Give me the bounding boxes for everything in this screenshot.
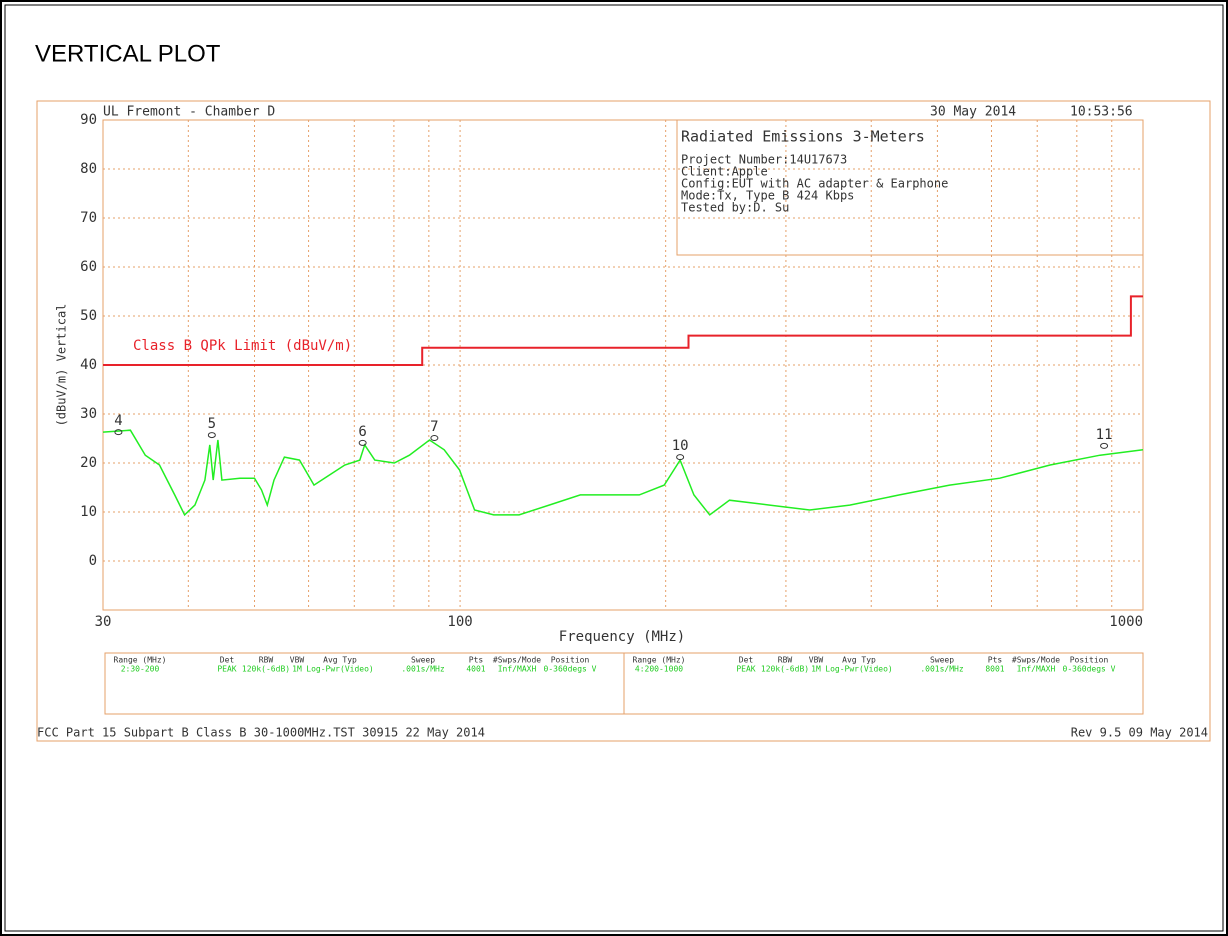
header-time: 10:53:56 (1070, 105, 1133, 120)
y-tick-label: 60 (80, 259, 97, 275)
settings-value: 0-360degs V (544, 665, 597, 674)
settings-header: Det (739, 656, 754, 665)
y-axis-label: (dBuV/m) Vertical (55, 304, 69, 427)
legend-label: Class B QPk Limit (dBuV/m) (133, 338, 352, 354)
settings-value: .001s/MHz (920, 665, 964, 674)
settings-value: Log-Pwr(Video) (306, 665, 373, 674)
settings-value: 8001 (985, 665, 1004, 674)
plot-frame (36, 100, 1211, 742)
marker (207, 432, 216, 439)
x-tick-label: 1000 (1109, 614, 1143, 630)
settings-value: 120k(-6dB) (761, 665, 809, 674)
marker (1100, 442, 1109, 449)
settings-header: Sweep (411, 656, 435, 665)
settings-header: Pts (469, 656, 484, 665)
series-line (103, 295, 1143, 366)
settings-value: PEAK (217, 665, 236, 674)
y-tick-label: 20 (80, 455, 97, 471)
settings-header: RBW (778, 656, 793, 665)
settings-header: Avg Typ (842, 656, 876, 665)
info-box (676, 119, 1144, 256)
marker (430, 435, 439, 442)
y-tick-label: 30 (80, 406, 97, 422)
y-tick-label: 10 (80, 504, 97, 520)
settings-header: VBW (290, 656, 305, 665)
settings-header: Position (551, 656, 590, 665)
settings-header: Position (1070, 656, 1109, 665)
settings-header: VBW (809, 656, 824, 665)
settings-header: Sweep (930, 656, 954, 665)
marker-label: 7 (430, 419, 438, 435)
header-date: 30 May 2014 (930, 105, 1016, 120)
y-tick-label: 70 (80, 210, 97, 226)
settings-header: Avg Typ (323, 656, 357, 665)
settings-header: Range (MHz) (633, 656, 686, 665)
info-title: Radiated Emissions 3-Meters (681, 128, 925, 146)
marker-label: 5 (208, 416, 216, 432)
settings-value: 120k(-6dB) (242, 665, 290, 674)
settings-value: 2:30-200 (121, 665, 160, 674)
marker (676, 454, 685, 461)
settings-value: .001s/MHz (401, 665, 445, 674)
marker (358, 439, 367, 446)
settings-header: Det (220, 656, 235, 665)
info-line: Client:Apple (681, 165, 768, 179)
page-title: VERTICAL PLOT (35, 40, 221, 67)
settings-value: PEAK (736, 665, 755, 674)
settings-header: #Swps/Mode (1012, 656, 1060, 665)
settings-value: 1M (292, 665, 302, 674)
y-tick-label: 0 (89, 553, 97, 569)
settings-header: #Swps/Mode (493, 656, 541, 665)
marker (114, 429, 123, 436)
settings-value: Log-Pwr(Video) (825, 665, 892, 674)
header-left: UL Fremont - Chamber D (103, 105, 275, 120)
settings-value: 4:200-1000 (635, 665, 683, 674)
settings-value: 1M (811, 665, 821, 674)
y-tick-label: 80 (80, 161, 97, 177)
settings-header: Range (MHz) (114, 656, 167, 665)
plot: Class B QPk Limit (dBuV/m) 4 5 6 7 10 11 (102, 295, 1144, 517)
marker-label: 11 (1096, 427, 1113, 443)
footer-left: FCC Part 15 Subpart B Class B 30-1000MHz… (37, 726, 485, 740)
grid: 0 10 20 30 40 50 60 70 80 90 30 100 1000 (80, 112, 1144, 630)
settings-value: Inf/MAXH (1017, 665, 1056, 674)
marker-label: 10 (672, 438, 689, 454)
x-axis-label: Frequency (MHz) (559, 629, 685, 645)
x-tick-label: 100 (447, 614, 472, 630)
info-line: Tested by:D. Su (681, 201, 789, 215)
inner-border (4, 4, 1224, 932)
settings-value: 0-360degs V (1063, 665, 1116, 674)
y-tick-label: 40 (80, 357, 97, 373)
settings-value: 4001 (466, 665, 485, 674)
settings: Range (MHz) Det RBW VBW Avg Typ Sweep Pts #Swps… (114, 656, 1116, 674)
settings-value: Inf/MAXH (498, 665, 537, 674)
info-line: Mode:Tx, Type B 424 Kbps (681, 189, 854, 203)
x-tick-label: 30 (95, 614, 112, 630)
settings-header: RBW (259, 656, 274, 665)
settings-header: Pts (988, 656, 1003, 665)
info-line: Config:EUT with AC adapter & Earphone (681, 177, 948, 191)
footer-right: Rev 9.5 09 May 2014 (1071, 726, 1208, 740)
y-tick-label: 50 (80, 308, 97, 324)
marker-label: 6 (358, 424, 366, 440)
marker-label: 4 (114, 413, 122, 429)
info-line: Project Number:14U17673 (681, 153, 847, 167)
series-line (102, 429, 1144, 517)
y-tick-label: 90 (80, 112, 97, 128)
